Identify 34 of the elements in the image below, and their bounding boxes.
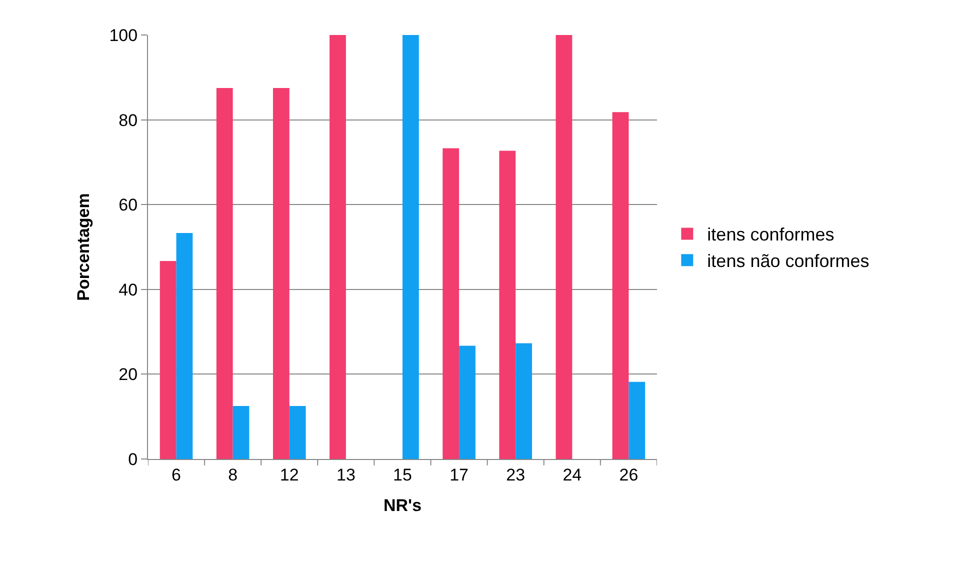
x-tick-label: 17: [450, 465, 469, 484]
bar: [516, 343, 532, 459]
x-tick-label: 12: [280, 465, 299, 484]
bar: [160, 260, 176, 459]
bar: [442, 148, 460, 459]
x-tick-label: 23: [506, 465, 526, 484]
x-tick-label: 26: [619, 465, 638, 484]
x-tick-label: 15: [393, 465, 412, 484]
y-tick-label: 40: [118, 280, 138, 300]
y-tick-label: 20: [118, 365, 138, 384]
bar: [216, 88, 233, 459]
bar: [459, 346, 476, 459]
bar: [330, 35, 346, 459]
x-axis-title: NR's: [383, 496, 422, 515]
x-tick-label: 13: [336, 465, 356, 484]
bar: [232, 406, 250, 459]
bar: [499, 150, 516, 459]
bar: [402, 35, 419, 459]
y-tick-label: 100: [109, 26, 138, 45]
x-tick-label: 24: [562, 465, 582, 484]
y-tick-label: 80: [118, 110, 138, 130]
bar: [272, 88, 290, 459]
y-axis-title: Porcentagem: [74, 193, 93, 301]
bar: [176, 233, 193, 459]
y-tick-label: 0: [128, 450, 138, 469]
bar: [628, 382, 646, 459]
legend-label: itens conformes: [707, 224, 834, 245]
x-tick-label: 8: [228, 465, 238, 484]
bar: [612, 112, 629, 459]
bar: [556, 35, 572, 459]
y-tick-label: 60: [118, 196, 138, 215]
x-tick-label: 6: [172, 465, 182, 484]
bar: [289, 406, 306, 459]
legend-label: itens não conformes: [707, 251, 870, 272]
